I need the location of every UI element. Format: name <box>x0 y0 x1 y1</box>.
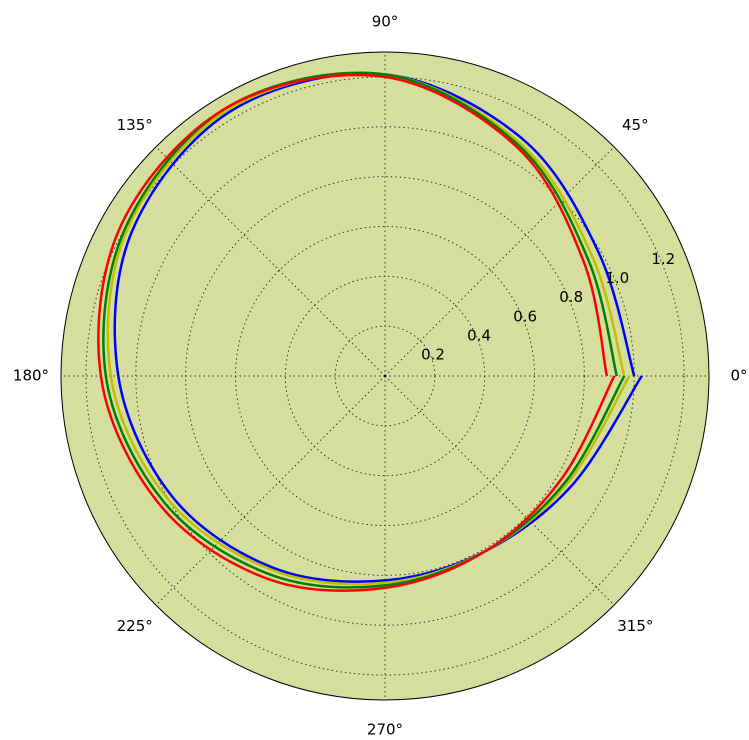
angle-tick-label-5: 225° <box>117 617 153 635</box>
origin-point <box>383 374 387 378</box>
angle-tick-label-0: 0° <box>730 367 747 385</box>
series-layer <box>97 71 643 592</box>
tick-label-layer: 0° 45° 90° 135° 180° 225° 270° 315° 0.2 0.4 0.6 0.8… <box>13 13 748 739</box>
radial-tick-label-2: 0.6 <box>513 307 537 325</box>
angle-tick-label-1: 45° <box>622 116 649 134</box>
angle-tick-label-4: 180° <box>13 367 49 385</box>
angular-gridline-1 <box>384 146 615 377</box>
angle-tick-label-3: 135° <box>117 116 153 134</box>
polar-plot-border <box>60 51 710 701</box>
radial-tick-label-0: 0.2 <box>421 345 445 363</box>
angular-gridline-7 <box>384 375 615 606</box>
series-line-3 <box>97 73 616 592</box>
radial-tick-label-4: 1.0 <box>605 269 629 287</box>
angle-tick-label-7: 315° <box>617 617 653 635</box>
radial-tick-label-1: 0.4 <box>467 326 491 344</box>
grid-layer <box>61 52 709 700</box>
radial-gridline-4 <box>135 126 635 626</box>
angular-gridline-5 <box>155 375 386 606</box>
angular-gridline-3 <box>155 146 386 377</box>
radial-tick-label-3: 0.8 <box>559 288 583 306</box>
angle-tick-label-2: 90° <box>372 13 399 31</box>
angle-tick-label-6: 270° <box>367 721 403 739</box>
radial-tick-label-5: 1.2 <box>651 250 675 268</box>
